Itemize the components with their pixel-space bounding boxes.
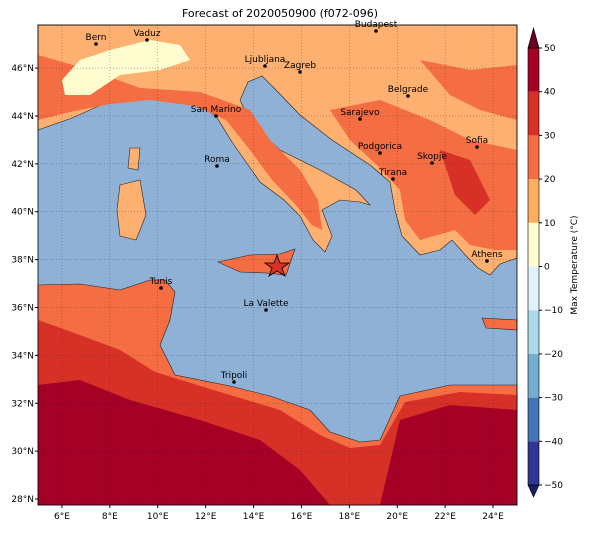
city-label: Podgorica bbox=[358, 142, 402, 152]
city-label: Tirana bbox=[378, 168, 407, 178]
cool-zone bbox=[62, 40, 190, 95]
colorbar-tick-label: −50 bbox=[544, 481, 563, 491]
y-tick-label: 42°N bbox=[11, 160, 34, 170]
city-dot bbox=[214, 114, 218, 118]
x-tick-label: 16°E bbox=[291, 512, 313, 522]
colorbar-tick-label: −20 bbox=[544, 350, 563, 360]
colorbar-tick-label: 50 bbox=[544, 44, 556, 54]
colorbar-bin bbox=[528, 222, 539, 267]
sardinia bbox=[116, 179, 147, 241]
city-dot bbox=[358, 117, 362, 121]
colorbar-tick-label: 0 bbox=[544, 263, 550, 273]
colorbar-bin bbox=[528, 48, 539, 92]
colorbar-extend bbox=[527, 26, 540, 49]
colorbar-bin bbox=[528, 135, 539, 180]
y-tick-label: 30°N bbox=[11, 447, 34, 457]
warm-zone bbox=[420, 60, 517, 120]
city-label: Sarajevo bbox=[340, 108, 380, 118]
city-label: Ljubljana bbox=[245, 55, 286, 65]
city-label: Vaduz bbox=[133, 29, 160, 39]
x-tick-label: 24°E bbox=[482, 512, 504, 522]
colorbar-bin bbox=[528, 179, 539, 223]
city-dot bbox=[263, 64, 267, 68]
city-label: Athens bbox=[471, 250, 502, 260]
city-dot bbox=[215, 164, 219, 168]
y-tick-label: 40°N bbox=[11, 208, 34, 218]
y-tick-label: 36°N bbox=[11, 303, 34, 313]
city-dot bbox=[264, 308, 268, 312]
y-tick-label: 46°N bbox=[11, 64, 34, 74]
colorbar-extend bbox=[527, 484, 540, 498]
city-dot bbox=[159, 286, 163, 290]
city-label: Roma bbox=[204, 155, 230, 165]
city-dot bbox=[406, 94, 410, 98]
hottest-zone bbox=[38, 380, 330, 505]
x-tick-label: 22°E bbox=[434, 512, 456, 522]
hottest-zone bbox=[380, 405, 517, 505]
city-dot bbox=[378, 151, 382, 155]
colorbar-tick-label: 30 bbox=[544, 131, 556, 141]
y-tick-label: 44°N bbox=[11, 112, 34, 122]
y-tick-label: 38°N bbox=[11, 256, 34, 266]
city-label: La Valette bbox=[244, 299, 289, 309]
x-tick-label: 20°E bbox=[386, 512, 408, 522]
city-dot bbox=[485, 259, 489, 263]
colorbar-tick-label: 10 bbox=[544, 219, 556, 229]
colorbar-tick-label: −40 bbox=[544, 437, 563, 447]
warm-zone bbox=[38, 55, 322, 230]
city-label: San Marino bbox=[191, 105, 242, 115]
city-label: Bern bbox=[86, 33, 107, 43]
x-tick-label: 8°E bbox=[102, 512, 118, 522]
hot-zone bbox=[440, 150, 490, 215]
x-tick-label: 10°E bbox=[147, 512, 169, 522]
colorbar-bin bbox=[528, 397, 539, 442]
colorbar-bin bbox=[528, 441, 539, 485]
city-label: Sofia bbox=[466, 136, 488, 146]
x-tick-label: 14°E bbox=[243, 512, 265, 522]
dynamic-layer: 6°E 8°E 10°E 12°E 14°E 16°E 18°E 20°E 22°E 24°E 28… bbox=[11, 20, 563, 522]
colorbar-tick-label: −30 bbox=[544, 394, 563, 404]
map-frame bbox=[37, 24, 518, 506]
city-dot bbox=[391, 177, 395, 181]
city-dot bbox=[430, 161, 434, 165]
y-tick-label: 32°N bbox=[11, 399, 34, 409]
colorbar-bin bbox=[528, 91, 539, 136]
city-label: Zagreb bbox=[284, 61, 316, 71]
x-tick-label: 18°E bbox=[339, 512, 361, 522]
colorbar-tick-label: 40 bbox=[544, 88, 556, 98]
y-tick-label: 28°N bbox=[11, 495, 34, 505]
city-label: Tunis bbox=[149, 277, 173, 287]
colorbar-bin bbox=[528, 266, 539, 311]
city-dot bbox=[475, 145, 479, 149]
city-dot bbox=[94, 42, 98, 46]
colorbar-bin bbox=[528, 353, 539, 398]
x-tick-label: 12°E bbox=[195, 512, 217, 522]
colorbar-bin bbox=[528, 310, 539, 354]
city-dot bbox=[374, 29, 378, 33]
corsica bbox=[127, 147, 141, 171]
city-label: Skopje bbox=[417, 152, 447, 162]
x-tick-label: 6°E bbox=[54, 512, 70, 522]
star-marker bbox=[263, 253, 291, 277]
city-label: Belgrade bbox=[388, 85, 429, 95]
colorbar-label: Max Temperature (°C) bbox=[570, 215, 580, 314]
crete bbox=[481, 317, 518, 331]
warm-zone bbox=[330, 100, 517, 250]
colorbar-tick-label: −10 bbox=[544, 306, 563, 316]
colorbar-tick-label: 20 bbox=[544, 175, 556, 185]
title: Forecast of 2020050900 (f072-096) bbox=[182, 7, 378, 20]
city-dot bbox=[298, 70, 302, 74]
city-dot bbox=[232, 380, 236, 384]
city-label: Tripoli bbox=[220, 371, 248, 381]
city-dot bbox=[145, 38, 149, 42]
y-tick-label: 34°N bbox=[11, 351, 34, 361]
